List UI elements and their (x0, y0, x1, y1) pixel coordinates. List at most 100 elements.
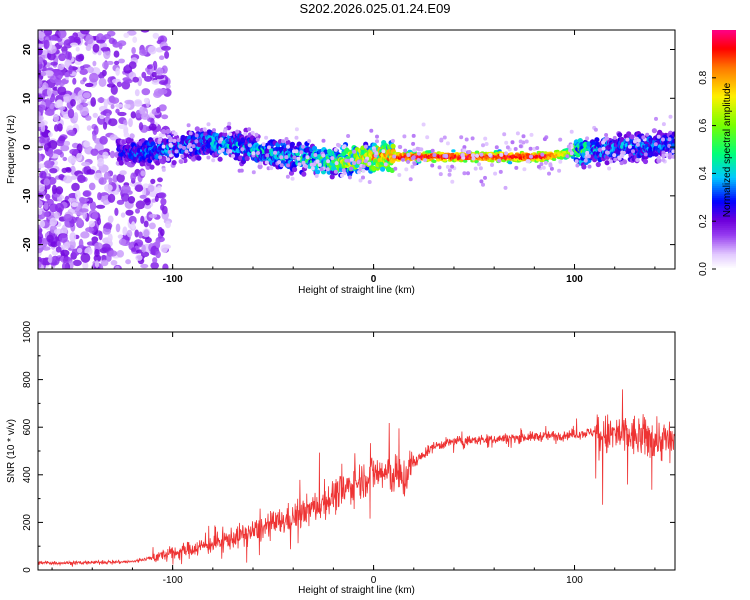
heatmap-cell (141, 71, 147, 79)
heatmap-cell (43, 202, 49, 210)
heatmap-cell (57, 64, 65, 71)
heatmap-cell (593, 127, 598, 132)
heatmap-cell (326, 159, 331, 164)
heatmap-cell (617, 132, 623, 138)
heatmap-cell (361, 164, 366, 169)
heatmap-cell (90, 148, 99, 156)
colorbar-swatch (712, 205, 736, 208)
y-tick-label: -20 (22, 237, 33, 252)
heatmap-cell (80, 252, 91, 263)
heatmap-cell (220, 148, 225, 152)
x-axis-label: Height of straight line (km) (298, 585, 415, 596)
heatmap-cell (541, 165, 546, 170)
heatmap-cell (411, 156, 415, 161)
heatmap-cell (103, 34, 111, 40)
heatmap-cell (643, 152, 648, 157)
heatmap-cell (47, 52, 56, 61)
colorbar-swatch (712, 53, 736, 57)
heatmap-cell (585, 136, 590, 141)
heatmap-cell (156, 185, 162, 193)
colorbar-swatch (712, 43, 736, 47)
colorbar-label: Normalized spectral amplitude (722, 82, 733, 217)
heatmap-cell (69, 148, 79, 155)
colorbar-swatch (712, 105, 736, 109)
heatmap-cell (63, 175, 73, 184)
heatmap-cell (188, 131, 193, 136)
heatmap-cell (357, 170, 361, 175)
colorbar-swatch (712, 237, 736, 240)
heatmap-cell (444, 153, 449, 158)
heatmap-cell (57, 196, 63, 202)
heatmap-cell (423, 158, 428, 163)
heatmap-cell (116, 250, 125, 258)
heatmap-cell (416, 158, 421, 163)
heatmap-cell (147, 185, 155, 192)
colorbar-swatch (712, 259, 736, 262)
heatmap-cell (73, 36, 81, 43)
heatmap-cell (38, 142, 42, 147)
heatmap-cell (620, 154, 625, 158)
heatmap-cell (474, 160, 479, 164)
colorbar-swatch (712, 213, 736, 216)
heatmap-cell (38, 120, 45, 128)
colorbar-swatch (712, 131, 736, 135)
heatmap-cell (358, 178, 363, 183)
heatmap-cell (558, 159, 563, 164)
heatmap-cell (312, 162, 317, 167)
heatmap-cell (398, 145, 403, 149)
heatmap-cell (341, 151, 347, 157)
heatmap-cell (629, 134, 635, 140)
heatmap-cell (286, 144, 290, 149)
heatmap-cell (131, 247, 137, 252)
heatmap-cell (155, 160, 161, 166)
colorbar-swatch (712, 141, 736, 145)
heatmap-cell (247, 143, 252, 148)
heatmap-cell (575, 163, 580, 168)
heatmap-cell (264, 160, 269, 165)
heatmap-cell (121, 184, 131, 194)
y-tick-label: 200 (22, 514, 33, 531)
heatmap-cell (661, 122, 666, 127)
heatmap-cell (672, 138, 675, 144)
heatmap-cell (124, 99, 134, 105)
heatmap-cell (601, 140, 606, 145)
heatmap-cell (301, 171, 307, 177)
heatmap-cell (167, 150, 172, 154)
heatmap-cell (367, 180, 372, 184)
heatmap-cell (473, 166, 478, 171)
heatmap-cell (162, 263, 169, 269)
colorbar-swatch (712, 147, 736, 151)
heatmap-cell (462, 171, 467, 176)
colorbar-swatch (712, 59, 736, 63)
colorbar-tick-label: 0.8 (698, 70, 709, 84)
heatmap-cell (80, 30, 90, 35)
colorbar-swatch (712, 133, 736, 137)
heatmap-cell (661, 137, 665, 142)
colorbar-swatch (712, 151, 736, 155)
heatmap-cell (108, 177, 113, 185)
heatmap-cell (142, 186, 147, 197)
heatmap-cell (115, 265, 120, 269)
heatmap-cell (289, 141, 295, 147)
heatmap-cell (505, 145, 510, 150)
colorbar-swatch (712, 189, 736, 192)
colorbar-swatch (712, 81, 736, 85)
colorbar-swatch (712, 97, 736, 101)
heatmap-cell (107, 193, 116, 203)
heatmap-cell (279, 155, 284, 160)
heatmap-cell (38, 146, 43, 151)
heatmap-cell (608, 159, 613, 164)
heatmap-cell (616, 149, 622, 155)
heatmap-cell (206, 155, 211, 160)
heatmap-cell (71, 202, 79, 208)
heatmap-cell (667, 137, 672, 142)
heatmap-cell (76, 104, 84, 111)
heatmap-cell (188, 147, 193, 152)
heatmap-cell (633, 139, 637, 144)
heatmap-cell (131, 221, 136, 230)
heatmap-cell (50, 61, 58, 66)
heatmap-cell (76, 152, 83, 162)
heatmap-cell (140, 215, 145, 224)
heatmap-cell (463, 159, 468, 163)
heatmap-cell (285, 174, 290, 179)
